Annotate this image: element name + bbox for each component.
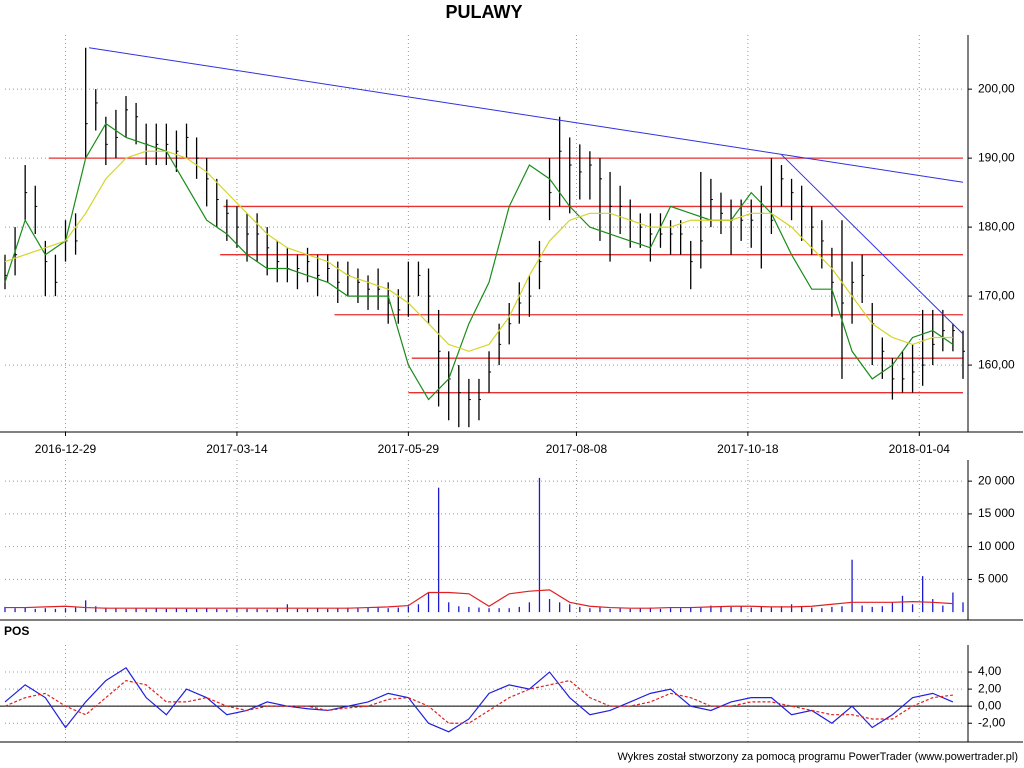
trend-line (88, 47, 964, 183)
x-tick-label: 2016-12-29 (35, 442, 97, 456)
x-tick-label: 2017-10-18 (717, 442, 779, 456)
x-tick-label: 2017-08-08 (546, 442, 608, 456)
y-tick-label: 200,00 (978, 81, 1015, 95)
moving-average (4, 122, 954, 401)
y-tick-label: 15 000 (978, 506, 1015, 520)
y-tick-label: 190,00 (978, 150, 1015, 164)
y-tick-label: 0,00 (978, 698, 1002, 712)
y-tick-label: 4,00 (978, 664, 1002, 678)
y-tick-label: 10 000 (978, 539, 1015, 553)
y-tick-label: 170,00 (978, 288, 1015, 302)
y-tick-label: 2,00 (978, 681, 1002, 695)
volume-average (5, 589, 953, 609)
x-tick-label: 2018-01-04 (889, 442, 951, 456)
indicator-line (4, 679, 953, 724)
moving-average (4, 150, 953, 352)
chart-title: PULAWY (445, 2, 522, 22)
footer: Wykres został stworzony za pomocą progra… (617, 751, 1018, 763)
panel-title: POS (4, 624, 29, 638)
y-tick-label: 20 000 (978, 473, 1015, 487)
indicator-line (4, 666, 954, 733)
y-tick-label: 160,00 (978, 357, 1015, 371)
y-tick-label: 180,00 (978, 219, 1015, 233)
trend-line (781, 154, 964, 335)
x-tick-label: 2017-05-29 (378, 442, 440, 456)
x-tick-label: 2017-03-14 (206, 442, 268, 456)
y-tick-label: -2,00 (978, 715, 1006, 729)
y-tick-label: 5 000 (978, 572, 1008, 586)
